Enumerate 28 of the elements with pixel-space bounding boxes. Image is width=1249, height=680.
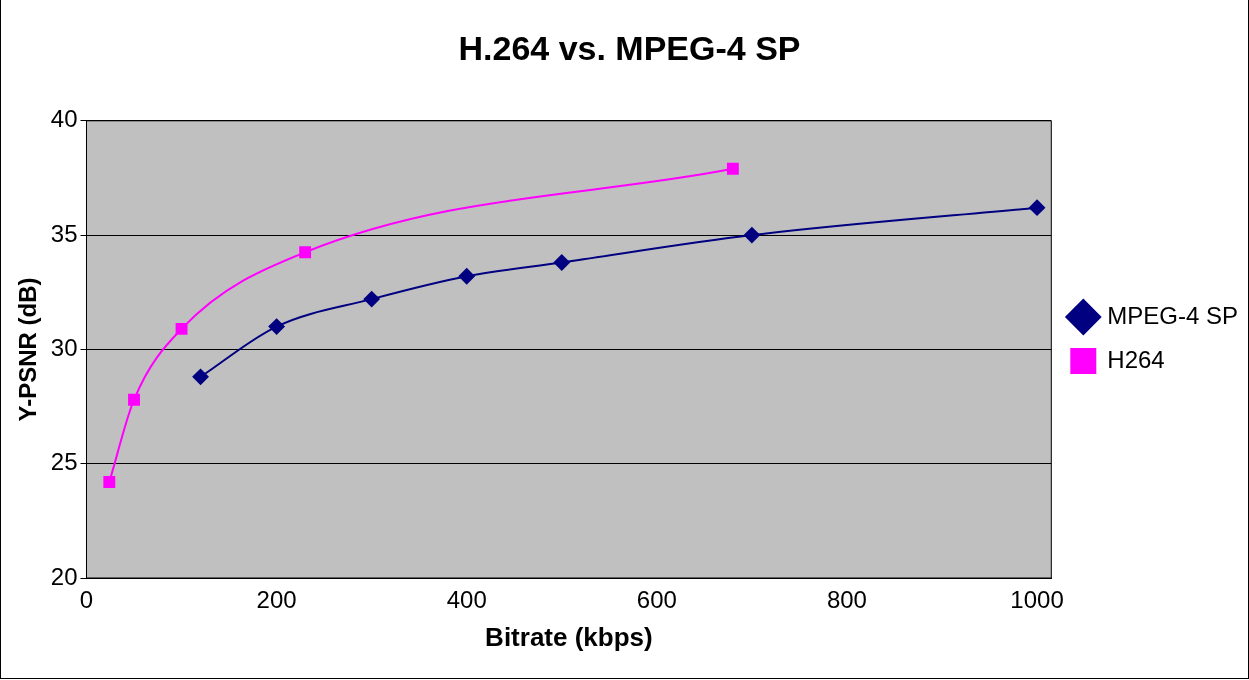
- point: [103, 476, 116, 488]
- y-tick-label: 35: [50, 219, 78, 247]
- y-tick-label: 30: [50, 334, 78, 362]
- point: [175, 322, 188, 335]
- x-tick-label: 1000: [1010, 586, 1064, 614]
- x-axis-title: Bitrate (kbps): [485, 621, 653, 652]
- legend-label: MPEG-4 SP: [1107, 301, 1238, 329]
- point: [726, 162, 739, 175]
- point: [1029, 199, 1046, 216]
- point: [458, 268, 475, 285]
- point: [743, 227, 760, 244]
- legend-label: H264: [1107, 345, 1165, 373]
- y-axis-title: Y-PSNR (dB): [14, 277, 42, 422]
- point: [128, 393, 140, 406]
- point: [268, 318, 285, 335]
- x-tick-label: 400: [446, 586, 487, 614]
- x-tick-label: 800: [826, 586, 867, 614]
- x-tick-label: 600: [636, 586, 677, 614]
- point: [363, 291, 380, 308]
- y-tick-label: 40: [50, 105, 78, 133]
- y-tick-label: 20: [50, 562, 78, 590]
- point: [553, 254, 570, 271]
- point: [192, 368, 209, 385]
- y-tick-label: 25: [50, 448, 78, 476]
- x-tick-label: 0: [79, 586, 94, 614]
- x-tick-label: 200: [256, 586, 297, 614]
- chart-title: H.264 vs. MPEG-4 SP: [458, 28, 801, 67]
- point: [299, 246, 312, 259]
